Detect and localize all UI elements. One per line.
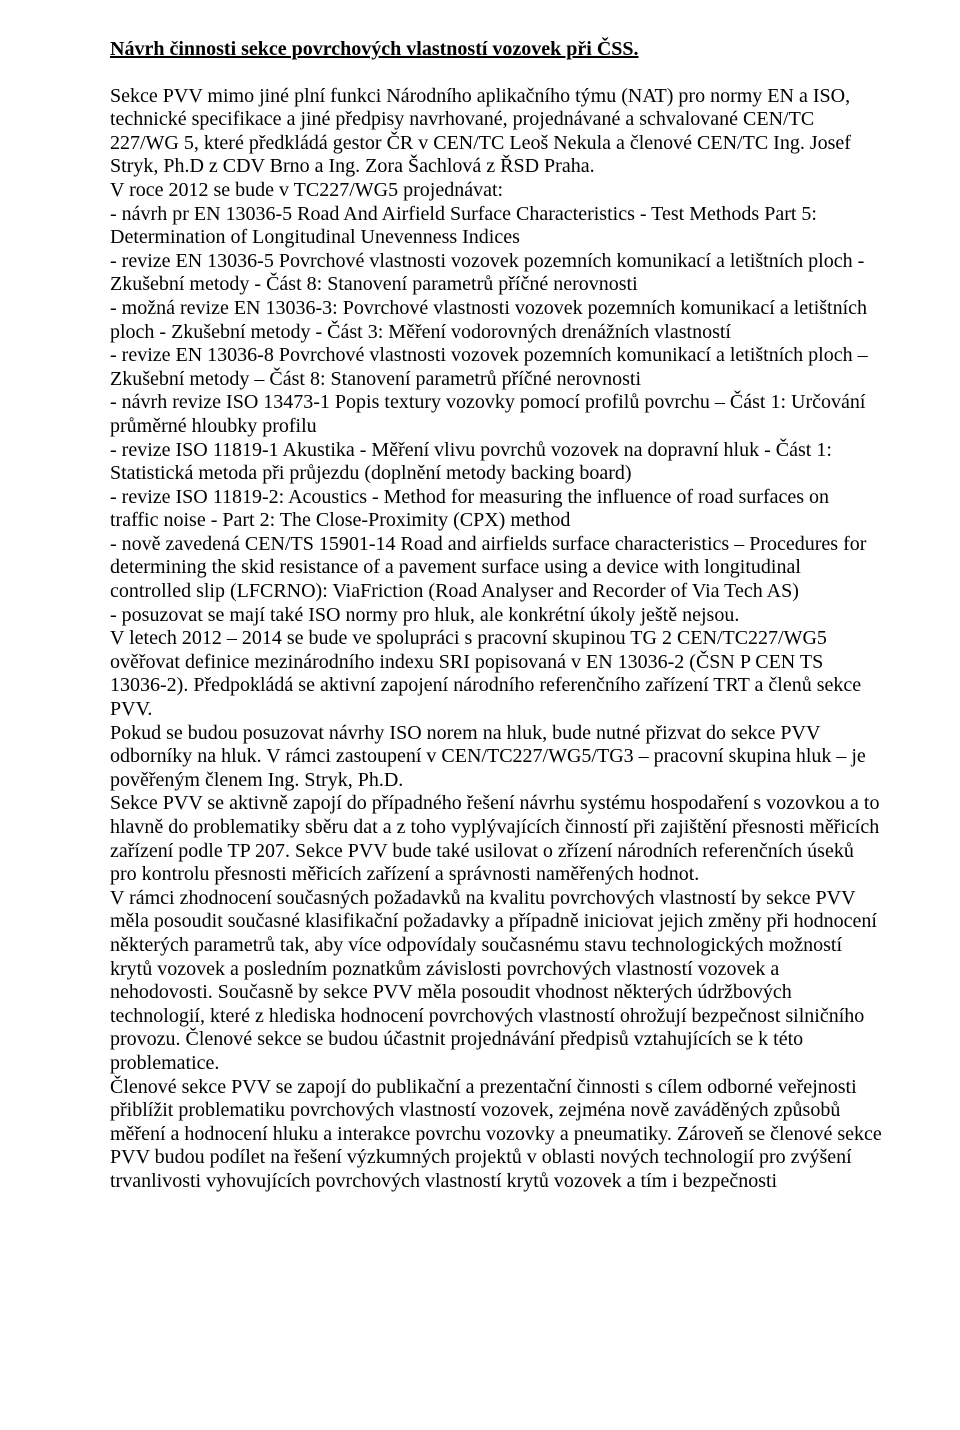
- document-body: Sekce PVV mimo jiné plní funkci Národníh…: [110, 85, 882, 1194]
- document-title: Návrh činnosti sekce povrchových vlastno…: [110, 38, 882, 62]
